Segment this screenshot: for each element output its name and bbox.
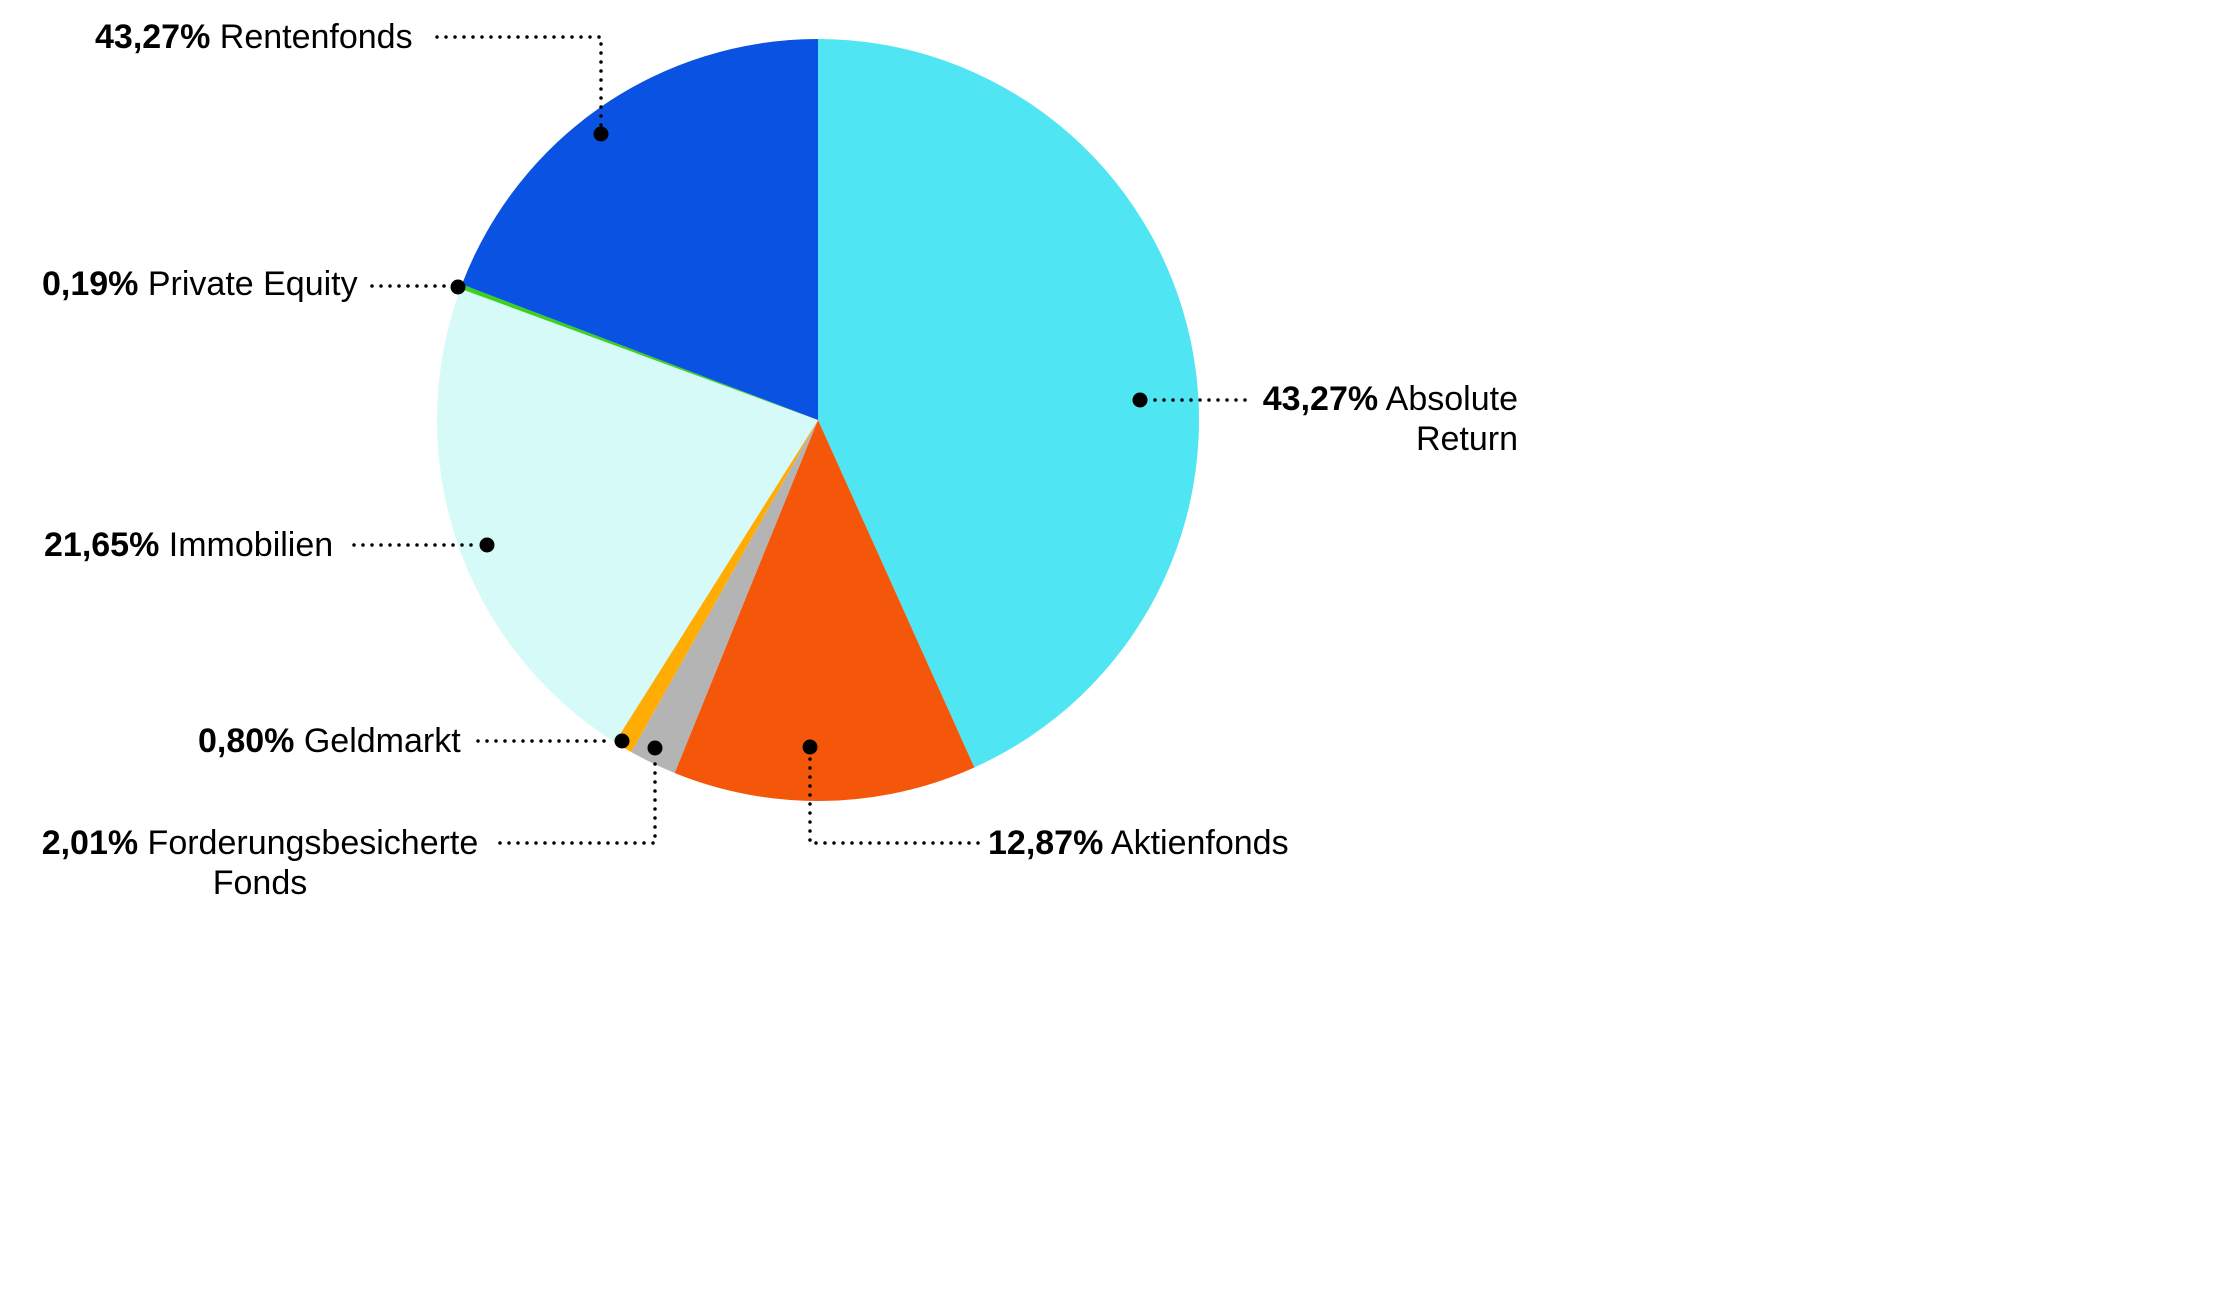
callout-dot-geldmarkt bbox=[614, 733, 630, 749]
label-forderungsbesicherte-fonds-name: Forderungsbesicherte Fonds bbox=[147, 824, 479, 902]
pie-slice-aktienfonds bbox=[674, 420, 975, 802]
label-immobilien-name: Immobilien bbox=[168, 526, 334, 564]
leader-lines bbox=[352, 35, 1247, 845]
pie-slice-geldmarkt bbox=[614, 420, 818, 753]
label-private-equity: 0,19% Private Equity bbox=[42, 264, 358, 304]
label-immobilien: 21,65% Immobilien bbox=[44, 525, 333, 565]
pie-slice-rentenfonds bbox=[461, 39, 818, 420]
label-geldmarkt: 0,80% Geldmarkt bbox=[198, 721, 461, 761]
label-absolute-return: 43,27% Absolute Return bbox=[1238, 379, 1518, 459]
label-rentenfonds-name: Rentenfonds bbox=[219, 18, 413, 56]
pie-slice-immobilien bbox=[436, 288, 818, 743]
callout-dot-rentenfonds bbox=[593, 126, 609, 142]
label-rentenfonds-pct: 43,27% bbox=[95, 18, 211, 56]
label-forderungsbesicherte-fonds: 2,01% Forderungsbesicherte Fonds bbox=[20, 823, 500, 903]
callout-dot-immobilien bbox=[479, 537, 495, 553]
label-immobilien-pct: 21,65% bbox=[44, 526, 160, 564]
label-absolute-return-pct: 43,27% bbox=[1262, 380, 1379, 418]
callout-dot-aktienfonds bbox=[802, 739, 818, 755]
callout-dot-absolute-return bbox=[1132, 392, 1148, 408]
label-absolute-return-name: Absolute Return bbox=[1385, 380, 1518, 458]
label-forderungsbesicherte-fonds-pct: 2,01% bbox=[41, 824, 139, 862]
label-rentenfonds: 43,27% Rentenfonds bbox=[95, 17, 413, 57]
callout-dot-private-equity bbox=[450, 279, 466, 295]
pie-slice-forderungsbesicherte-fonds bbox=[631, 420, 818, 773]
leader-line-rentenfonds bbox=[435, 35, 603, 128]
label-aktienfonds-pct: 12,87% bbox=[988, 824, 1104, 862]
leader-line-forderungsbesicherte-fonds bbox=[498, 756, 657, 845]
callout-dot-forderungsbesicherte-fonds bbox=[647, 740, 663, 756]
label-aktienfonds: 12,87% Aktienfonds bbox=[988, 823, 1289, 863]
label-private-equity-name: Private Equity bbox=[147, 265, 358, 303]
pie-slice-private-equity bbox=[460, 284, 818, 420]
label-geldmarkt-pct: 0,80% bbox=[198, 722, 295, 760]
pie-slice-absolute-return bbox=[818, 39, 1199, 768]
label-private-equity-pct: 0,19% bbox=[42, 265, 139, 303]
label-geldmarkt-name: Geldmarkt bbox=[303, 722, 461, 760]
pie-slices bbox=[436, 39, 1199, 802]
callout-dots bbox=[450, 126, 1148, 756]
leader-line-aktienfonds bbox=[808, 755, 980, 845]
label-aktienfonds-name: Aktienfonds bbox=[1110, 824, 1289, 862]
